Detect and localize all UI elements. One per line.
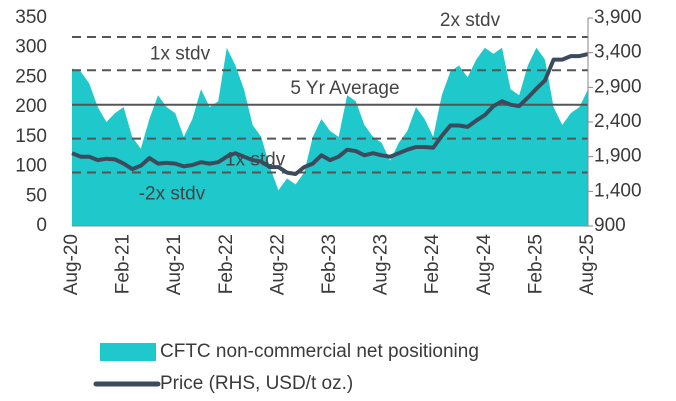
y-tick-label: 50 bbox=[26, 185, 47, 206]
reference-label: 2x stdv bbox=[440, 10, 501, 31]
y-tick-label: 300 bbox=[15, 37, 47, 58]
y2-tick-label: 2,900 bbox=[594, 76, 642, 97]
x-tick-label: Feb-24 bbox=[422, 234, 443, 295]
y-tick-label: 150 bbox=[15, 126, 47, 147]
price-line bbox=[71, 52, 589, 176]
y2-tick-label: 2,400 bbox=[594, 111, 642, 132]
legend-label: Price (RHS, USD/t oz.) bbox=[160, 373, 353, 394]
x-tick-label: Feb-23 bbox=[319, 234, 340, 294]
y-tick-label: 350 bbox=[15, 7, 47, 28]
y2-tick-label: 1,400 bbox=[594, 180, 642, 201]
y-tick-label: 100 bbox=[15, 156, 47, 177]
y-tick-label: 250 bbox=[15, 66, 47, 87]
x-tick-label: Feb-22 bbox=[216, 234, 237, 294]
y2-tick-label: 3,400 bbox=[594, 42, 642, 63]
x-tick-label: Aug-23 bbox=[371, 234, 392, 295]
reference-label: -2x stdv bbox=[139, 184, 206, 205]
x-tick-label: Aug-25 bbox=[577, 234, 598, 295]
y-tick-label: 0 bbox=[36, 215, 47, 236]
y2-tick-label: 3,900 bbox=[594, 7, 642, 28]
x-tick-label: Feb-21 bbox=[113, 234, 134, 294]
legend-label: CFTC non-commercial net positioning bbox=[160, 341, 479, 362]
x-tick-label: Aug-20 bbox=[61, 234, 82, 295]
x-tick-label: Aug-22 bbox=[267, 234, 288, 295]
x-tick-label: Aug-24 bbox=[474, 234, 495, 296]
x-tick-label: Aug-21 bbox=[164, 234, 185, 295]
y-tick-label: 200 bbox=[15, 96, 47, 117]
area bbox=[72, 47, 588, 227]
x-tick-label: Feb-25 bbox=[525, 234, 546, 294]
y2-tick-label: 900 bbox=[594, 215, 626, 236]
legend-swatch bbox=[100, 343, 156, 361]
y2-tick-label: 1,900 bbox=[594, 146, 642, 167]
reference-label: 5 Yr Average bbox=[290, 78, 399, 99]
reference-label: 1x stdv bbox=[150, 43, 211, 64]
